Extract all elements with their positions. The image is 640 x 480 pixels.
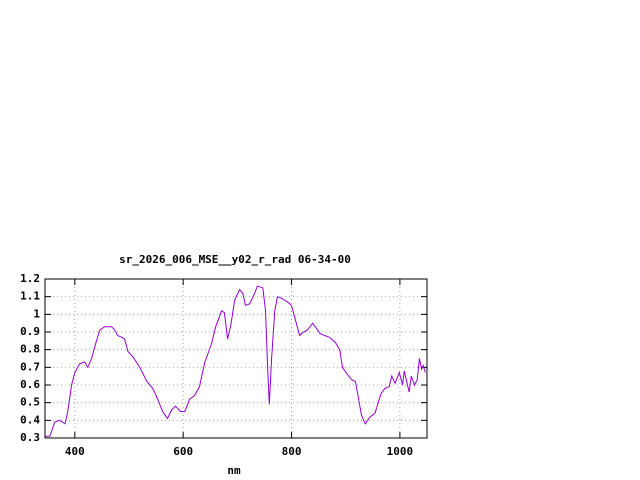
x-tick-label: 400 <box>65 445 85 458</box>
y-tick-label: 0.5 <box>20 396 40 409</box>
y-tick-label: 0.8 <box>20 343 40 356</box>
y-tick-label: 0.4 <box>20 413 40 426</box>
y-tick-label: 0.7 <box>20 360 40 373</box>
y-tick-label: 1.1 <box>20 290 40 303</box>
y-tick-label: 0.6 <box>20 378 40 391</box>
plot-border <box>44 278 428 439</box>
y-tick-label: 0.3 <box>20 431 40 444</box>
y-tick-label: 1.2 <box>20 272 40 285</box>
x-axis-label: nm <box>227 464 241 477</box>
x-tick-label: 800 <box>282 445 302 458</box>
chart-title: sr_2026_006_MSE__y02_r_rad 06-34-00 <box>119 253 351 266</box>
y-tick-label: 1 <box>33 307 40 320</box>
data-line <box>45 285 426 437</box>
x-tick-label: 1000 <box>387 445 414 458</box>
y-tick-label: 0.9 <box>20 325 40 338</box>
x-tick-label: 600 <box>173 445 193 458</box>
